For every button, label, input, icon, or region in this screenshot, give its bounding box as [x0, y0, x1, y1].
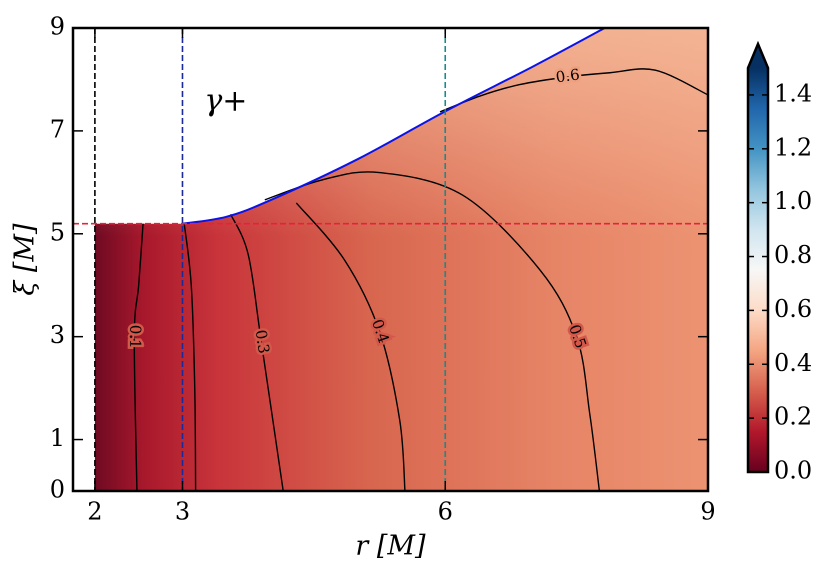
contour-label: 0.6 [555, 65, 581, 86]
colorbar-tick-label: 1.4 [774, 79, 812, 107]
y-tick-label: 3 [50, 321, 65, 349]
contour-line [264, 171, 601, 491]
contour-line [133, 223, 144, 491]
colorbar-tick-label: 0.0 [774, 457, 812, 485]
x-axis-label: r [M] [355, 531, 426, 562]
x-tick-label: 6 [438, 498, 453, 526]
axes: γ+ 2 3 6 9 0 1 3 5 7 9 r [M] ξ [M] 0.0 0.2 0.4 0.6 0.8 1.0… [10, 13, 813, 562]
colorbar-tick-label: 1.2 [774, 133, 812, 161]
y-tick-label: 1 [50, 424, 65, 452]
colorbar [748, 68, 768, 472]
colorbar-tick-label: 0.4 [774, 349, 812, 377]
y-tick-label: 7 [50, 115, 65, 143]
heatmap-shade [94, 28, 708, 491]
y-tick-label: 5 [50, 218, 65, 246]
colorbar-frame [746, 40, 770, 474]
contour-line [439, 68, 708, 113]
x-tick-label: 2 [87, 498, 102, 526]
y-tick-label: 0 [50, 476, 65, 504]
colorbar-extend [748, 44, 768, 68]
boundary-curve [182, 28, 606, 225]
colorbar-tick-label: 0.8 [774, 241, 812, 269]
colorbar-tick-label: 0.2 [774, 403, 812, 431]
annotation: γ+ [204, 84, 247, 119]
contour-line [295, 202, 406, 491]
contour-line [230, 213, 284, 491]
axes-frame [71, 26, 710, 493]
contour-label: 0.1 [126, 325, 144, 349]
y-axis-label: ξ [M] [10, 223, 41, 296]
plot-area: 0.1 0.3 0.4 0.50.6 [73, 28, 708, 491]
contour-label: 0.3 [252, 329, 273, 355]
contour-line [183, 223, 197, 491]
colorbar-tick-label: 0.6 [774, 295, 812, 323]
x-tick-label: 3 [175, 498, 190, 526]
colorbar-tick-label: 1.0 [774, 187, 812, 215]
y-tick-label: 9 [50, 13, 65, 41]
x-tick-label: 9 [700, 498, 715, 526]
